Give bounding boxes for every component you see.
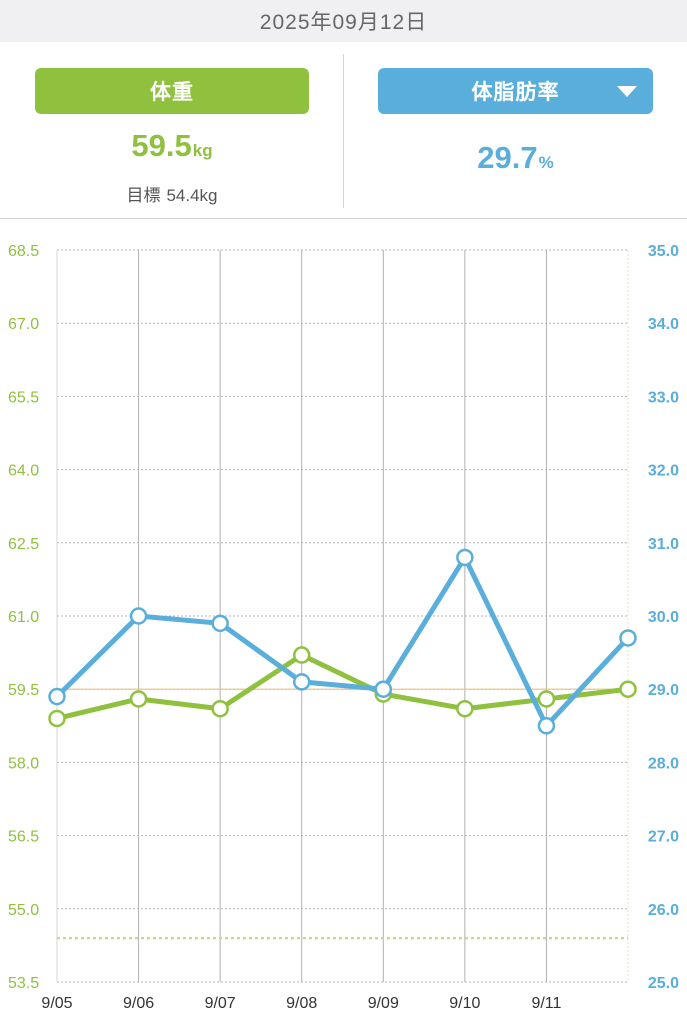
target-value: 54.4kg xyxy=(166,186,218,205)
body-fat-series-point xyxy=(374,680,393,698)
target-label: 目標 xyxy=(126,186,161,205)
y-right-tick-label: 28.0 xyxy=(648,755,679,772)
weight-series-point xyxy=(211,699,229,718)
y-right-tick-label: 33.0 xyxy=(648,389,679,406)
y-right-tick-label: 31.0 xyxy=(648,536,679,553)
weight-panel: 体重 59.5kg 目標 54.4kg xyxy=(0,42,344,218)
y-right-tick-label: 35.0 xyxy=(648,243,679,260)
y-left-tick-label: 64.0 xyxy=(8,463,39,480)
body-fat-series-point xyxy=(537,717,556,735)
x-tick-label: 9/09 xyxy=(368,995,399,1012)
date-header: 2025年09月12日 xyxy=(0,0,687,42)
weight-series-point xyxy=(619,680,637,698)
x-tick-label: 9/08 xyxy=(286,995,317,1012)
y-right-tick-label: 34.0 xyxy=(648,316,679,333)
y-right-tick-label: 32.0 xyxy=(648,463,679,480)
weight-value: 59.5 xyxy=(131,128,192,163)
x-tick-label: 9/10 xyxy=(449,995,480,1012)
body-fat-series-point xyxy=(456,548,474,567)
body-fat-button-label: 体脂肪率 xyxy=(471,81,560,104)
y-left-tick-label: 58.0 xyxy=(8,755,39,772)
weight-unit: kg xyxy=(192,141,213,160)
body-fat-dropdown-button[interactable]: 体脂肪率 xyxy=(378,68,653,114)
y-right-tick-label: 29.0 xyxy=(648,682,679,699)
x-tick-label: 9/06 xyxy=(123,995,154,1012)
y-left-tick-label: 61.0 xyxy=(8,609,39,626)
y-left-tick-label: 68.5 xyxy=(8,243,39,260)
panel-divider xyxy=(343,54,344,208)
caret-down-icon xyxy=(617,86,637,97)
y-right-tick-label: 26.0 xyxy=(648,902,679,919)
weight-value-display: 59.5kg xyxy=(0,128,344,164)
date-text: 2025年09月12日 xyxy=(259,11,428,34)
body-fat-series-point xyxy=(619,629,637,647)
weight-button-label: 体重 xyxy=(150,81,194,104)
y-right-tick-label: 27.0 xyxy=(648,829,679,846)
header-divider xyxy=(0,218,687,219)
body-fat-series-point xyxy=(129,607,148,625)
y-left-tick-label: 55.0 xyxy=(8,902,39,919)
body-fat-series-point xyxy=(48,687,66,706)
weight-button[interactable]: 体重 xyxy=(35,68,309,114)
y-right-tick-label: 30.0 xyxy=(648,609,679,626)
y-left-tick-label: 67.0 xyxy=(8,316,39,333)
x-tick-label: 9/11 xyxy=(531,995,561,1012)
weight-series-point xyxy=(129,690,148,708)
y-left-tick-label: 53.5 xyxy=(8,975,39,992)
y-left-tick-label: 65.5 xyxy=(8,389,39,406)
weight-series-point xyxy=(456,699,474,718)
x-tick-label: 9/05 xyxy=(41,995,72,1012)
y-left-tick-label: 62.5 xyxy=(8,536,39,553)
weight-series-point xyxy=(537,690,556,708)
weight-series-point xyxy=(292,646,311,664)
weight-fat-chart[interactable]: 68.5 35.0 67.0 34.0 65.5 33.0 64.0 32.0 62.5 31.0… xyxy=(0,219,687,1024)
y-left-tick-label: 59.5 xyxy=(8,682,39,699)
body-fat-value: 29.7 xyxy=(477,140,538,175)
x-tick-label: 9/07 xyxy=(205,995,236,1012)
body-fat-unit: % xyxy=(538,153,554,172)
target-weight: 目標 54.4kg xyxy=(0,181,344,206)
body-fat-series-line xyxy=(54,554,631,729)
body-fat-series-point xyxy=(211,614,229,633)
body-fat-series-point xyxy=(292,673,311,691)
y-left-tick-label: 56.5 xyxy=(8,829,39,846)
y-right-tick-label: 25.0 xyxy=(648,975,679,992)
body-fat-value-display: 29.7% xyxy=(344,140,687,176)
fat-panel: 体脂肪率 29.7% xyxy=(344,42,687,218)
weight-series-point xyxy=(48,709,66,728)
